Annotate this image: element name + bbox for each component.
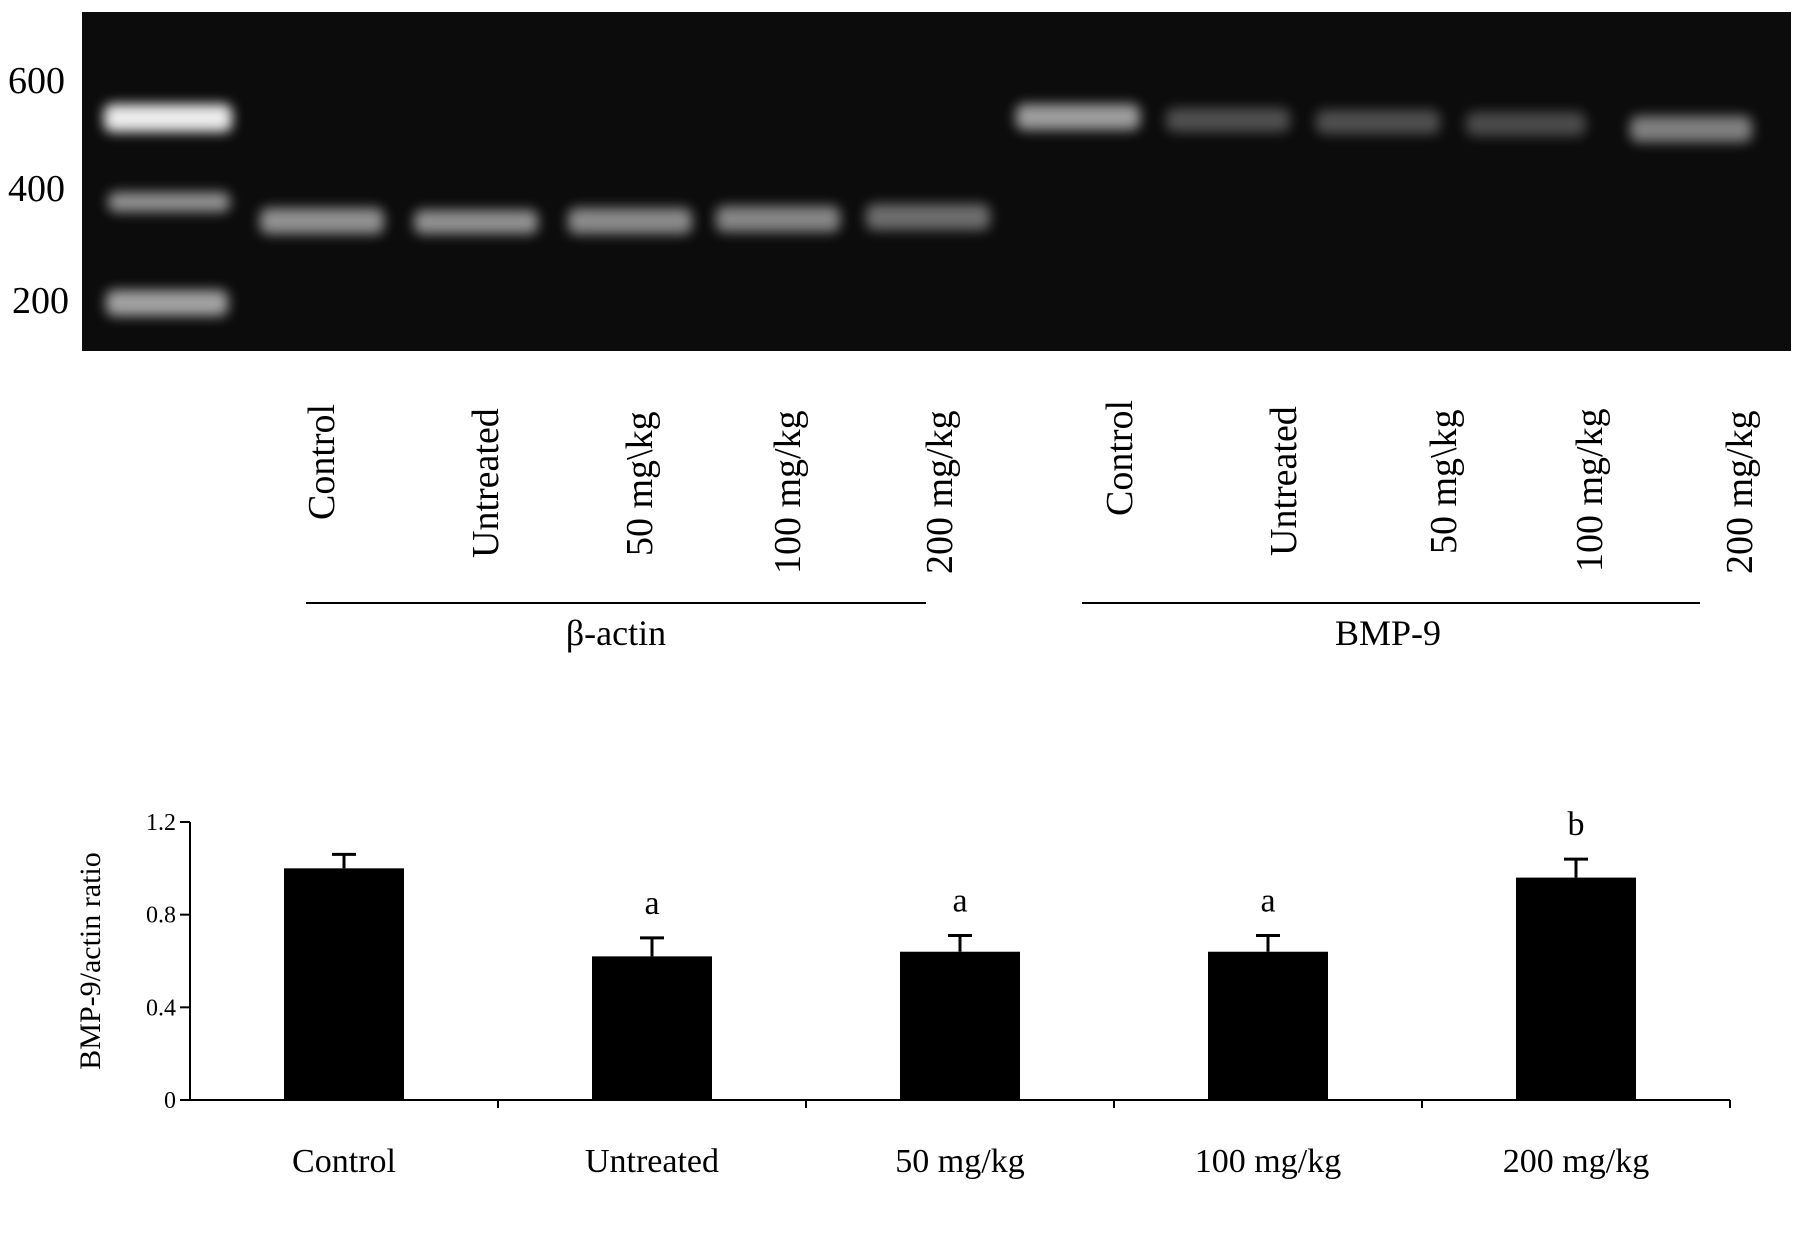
ladder-band-400	[108, 192, 230, 212]
bar-chart: 0 0.4 0.8 1.2 BMP-9/actin ratio Control a Untre…	[74, 806, 1731, 1180]
x-tick-label: 50 mg/kg	[895, 1143, 1024, 1180]
marker-label-200: 200	[12, 280, 69, 322]
actin-band-200	[866, 204, 990, 230]
significance-label: b	[1568, 806, 1585, 843]
bmp9-band-untreated	[1166, 108, 1290, 132]
actin-band-100	[716, 206, 840, 232]
x-tick-label: Control	[292, 1143, 396, 1180]
significance-label: a	[952, 883, 967, 920]
bar	[592, 956, 712, 1100]
bar	[1208, 951, 1328, 1100]
bar	[284, 868, 404, 1100]
y-tick-label: 1.2	[146, 810, 176, 836]
bmp9-band-control	[1016, 104, 1140, 130]
x-tick-label: 200 mg/kg	[1503, 1143, 1649, 1180]
lane-label-actin-200: 200 mg/kg	[919, 410, 961, 574]
bar	[1516, 877, 1636, 1100]
actin-band-control	[260, 208, 384, 234]
lane-label-actin-50: 50 mg\kg	[619, 411, 661, 556]
bar	[900, 951, 1020, 1100]
y-axis-label: BMP-9/actin ratio	[74, 852, 107, 1069]
lane-label-bmp9-50: 50 mg\kg	[1423, 409, 1465, 554]
group-label-bmp9: BMP-9	[1334, 613, 1442, 653]
x-tick-label: 100 mg/kg	[1195, 1143, 1341, 1180]
bmp9-band-100	[1466, 112, 1586, 136]
lane-label-bmp9-untreated: Untreated	[1263, 406, 1305, 556]
lane-label-actin-control: Control	[301, 403, 343, 520]
significance-label: a	[1260, 883, 1275, 920]
bmp9-band-200	[1630, 116, 1752, 142]
ladder-band-200	[106, 290, 228, 316]
group-line-bmp9	[1082, 602, 1700, 604]
actin-band-50	[568, 208, 692, 234]
y-tick-label: 0.4	[146, 995, 176, 1021]
lane-label-bmp9-control: Control	[1099, 399, 1141, 516]
y-tick-label: 0.8	[146, 903, 176, 929]
x-tick-label: Untreated	[585, 1143, 719, 1180]
lane-label-bmp9-100: 100 mg/kg	[1569, 408, 1611, 572]
lane-label-actin-untreated: Untreated	[465, 408, 507, 558]
marker-label-400: 400	[8, 168, 65, 210]
group-line-actin	[306, 602, 926, 604]
lane-label-bmp9-200: 200 mg/kg	[1719, 410, 1761, 574]
ladder-band-600	[104, 104, 232, 132]
gel-image	[82, 12, 1791, 351]
lane-label-actin-100: 100 mg/kg	[767, 410, 809, 574]
significance-label: a	[644, 885, 659, 922]
bmp9-band-50	[1316, 110, 1440, 134]
group-label-actin: β-actin	[565, 613, 667, 653]
y-tick-label: 0	[164, 1088, 176, 1114]
marker-label-600: 600	[8, 60, 65, 102]
actin-band-untreated	[414, 210, 538, 234]
